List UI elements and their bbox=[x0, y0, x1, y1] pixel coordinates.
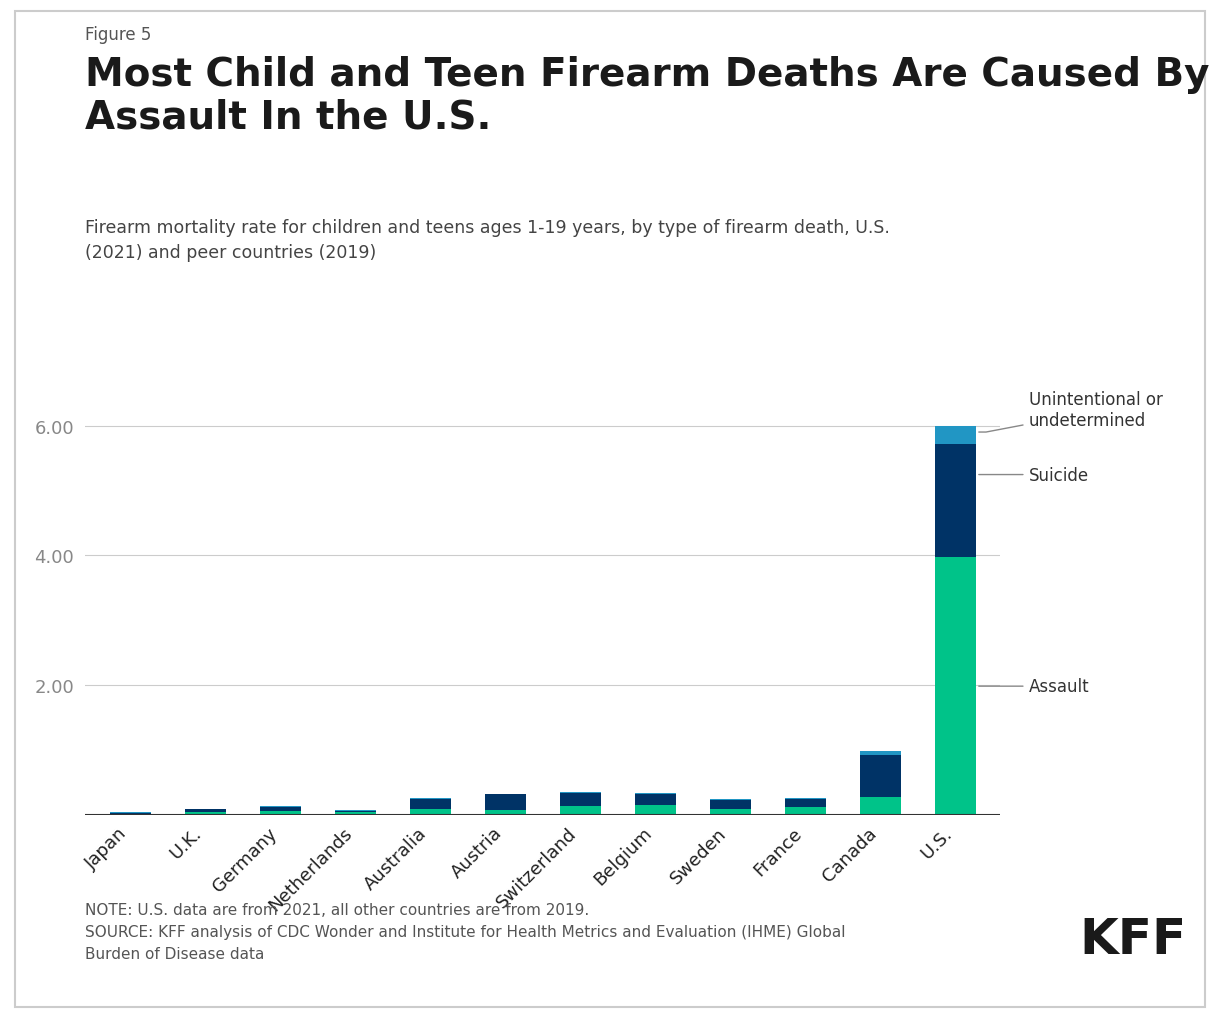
Text: Assault: Assault bbox=[978, 678, 1089, 696]
Bar bbox=[860, 797, 902, 815]
Bar bbox=[710, 800, 752, 809]
Text: Suicide: Suicide bbox=[978, 466, 1088, 484]
Bar bbox=[260, 807, 301, 811]
Text: Unintentional or
undetermined: Unintentional or undetermined bbox=[978, 390, 1163, 433]
Bar bbox=[484, 795, 526, 810]
Bar bbox=[484, 810, 526, 815]
Bar bbox=[634, 805, 676, 815]
Text: Most Child and Teen Firearm Deaths Are Caused By
Assault In the U.S.: Most Child and Teen Firearm Deaths Are C… bbox=[85, 56, 1210, 137]
Bar bbox=[935, 426, 976, 444]
Bar bbox=[410, 809, 451, 815]
Bar bbox=[634, 795, 676, 805]
Bar bbox=[860, 755, 902, 797]
Bar bbox=[710, 809, 752, 815]
Bar bbox=[784, 807, 826, 815]
Bar bbox=[784, 798, 826, 800]
Bar bbox=[334, 811, 376, 812]
Bar bbox=[110, 814, 151, 815]
Text: Firearm mortality rate for children and teens ages 1-19 years, by type of firear: Firearm mortality rate for children and … bbox=[85, 219, 891, 261]
Bar bbox=[184, 809, 226, 812]
Bar bbox=[410, 799, 451, 809]
Bar bbox=[184, 812, 226, 815]
Text: KFF: KFF bbox=[1080, 915, 1187, 963]
Bar bbox=[560, 792, 601, 793]
Bar bbox=[260, 811, 301, 815]
Bar bbox=[860, 752, 902, 755]
Bar bbox=[334, 812, 376, 815]
Bar bbox=[560, 793, 601, 806]
Bar bbox=[784, 800, 826, 807]
Text: NOTE: U.S. data are from 2021, all other countries are from 2019.
SOURCE: KFF an: NOTE: U.S. data are from 2021, all other… bbox=[85, 902, 845, 961]
Bar bbox=[935, 444, 976, 557]
Bar bbox=[935, 557, 976, 815]
Bar bbox=[634, 793, 676, 795]
Text: Figure 5: Figure 5 bbox=[85, 25, 151, 44]
Bar bbox=[560, 806, 601, 815]
